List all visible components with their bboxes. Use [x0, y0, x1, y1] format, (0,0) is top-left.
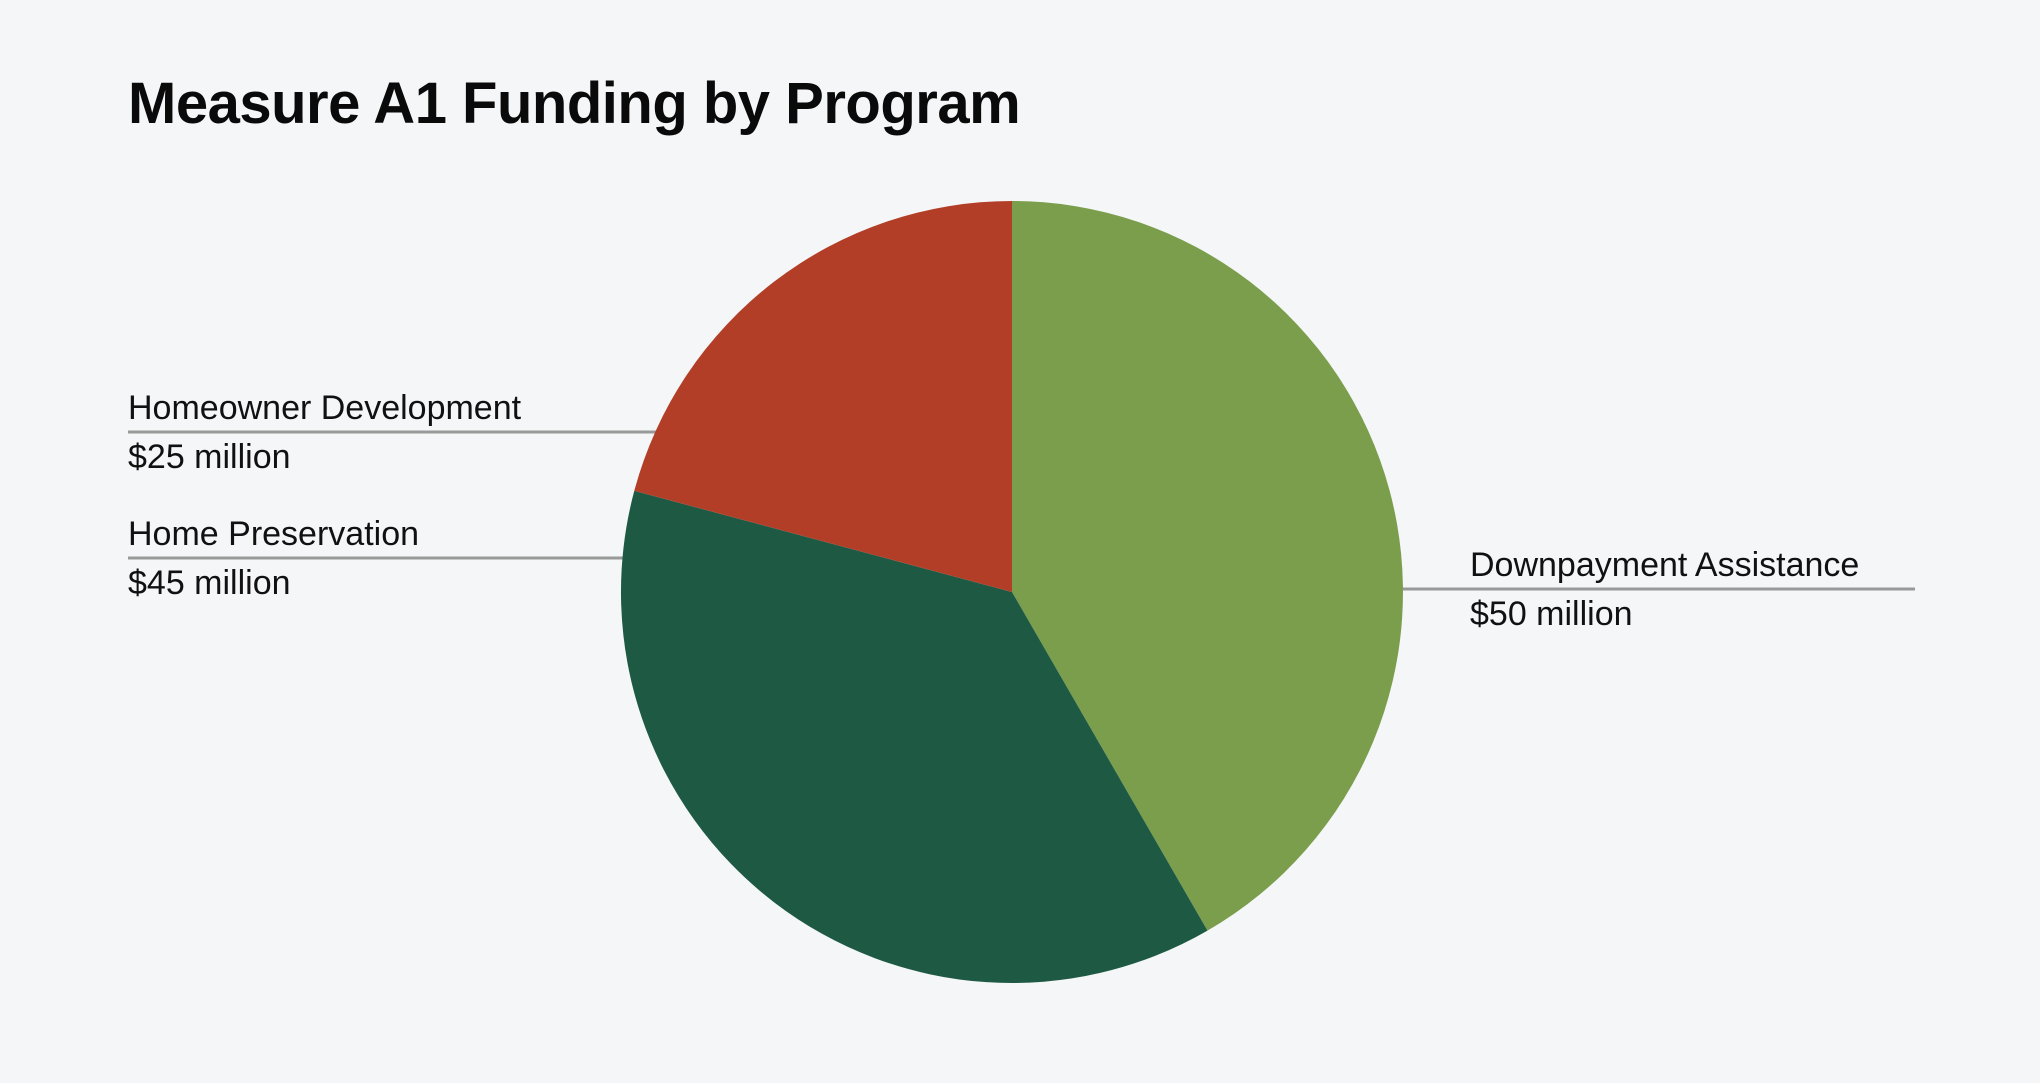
label-downpayment-assistance-name: Downpayment Assistance: [1470, 546, 1860, 584]
label-home-preservation-value: $45 million: [128, 564, 291, 602]
label-home-preservation-name: Home Preservation: [128, 515, 420, 553]
label-homeowner-development-name: Homeowner Development: [128, 389, 522, 427]
label-homeowner-development-value: $25 million: [128, 438, 291, 476]
slice-homeowner-development: [634, 201, 1012, 592]
slice-home-preservation: [620, 490, 1208, 983]
slice-downpayment-assistance: [1012, 201, 1403, 931]
label-downpayment-assistance-value: $50 million: [1470, 595, 1633, 633]
chart-title: Measure A1 Funding by Program: [128, 71, 1021, 136]
